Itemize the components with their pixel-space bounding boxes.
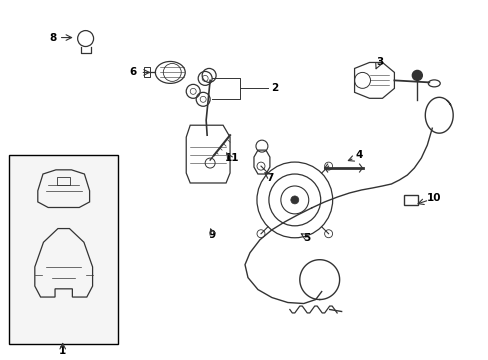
Bar bbox=[9, 155, 118, 345]
Text: 5: 5 bbox=[303, 233, 310, 243]
Text: 8: 8 bbox=[49, 32, 56, 42]
Text: 1: 1 bbox=[59, 346, 66, 356]
Text: 4: 4 bbox=[355, 150, 363, 160]
Text: 11: 11 bbox=[224, 153, 239, 163]
Text: 3: 3 bbox=[375, 58, 382, 67]
Text: 6: 6 bbox=[129, 67, 137, 77]
Text: 9: 9 bbox=[208, 230, 215, 240]
Text: 7: 7 bbox=[265, 173, 273, 183]
Bar bbox=[58, 177, 70, 185]
Circle shape bbox=[411, 71, 422, 80]
Text: 2: 2 bbox=[271, 84, 278, 93]
Bar bbox=[404, 195, 417, 205]
Text: 10: 10 bbox=[426, 193, 441, 203]
Bar bbox=[144, 67, 150, 77]
Circle shape bbox=[290, 196, 298, 204]
